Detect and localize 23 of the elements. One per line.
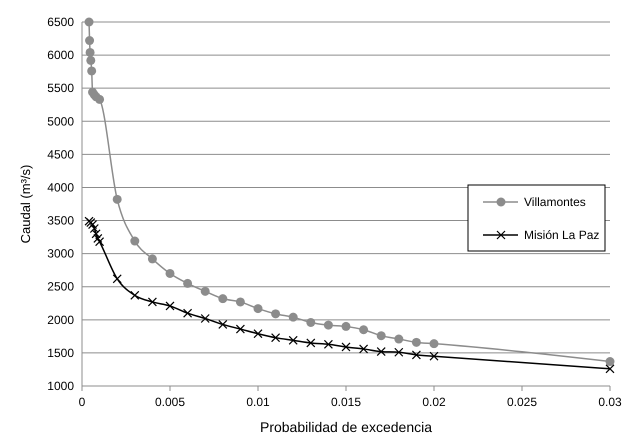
y-tick-label: 1500 xyxy=(47,346,74,360)
y-tick-label: 6500 xyxy=(47,15,74,29)
x-tick-label: 0.03 xyxy=(598,395,622,409)
y-axis-title: Caudal (m³/s) xyxy=(18,164,33,244)
x-tick-label: 0.005 xyxy=(154,395,186,409)
y-tick-label: 4500 xyxy=(47,147,74,162)
y-tick-label: 1000 xyxy=(47,379,74,393)
x-tick-label: 0 xyxy=(78,395,86,409)
x-tick-label: 0.01 xyxy=(246,395,270,409)
y-tick-label: 2500 xyxy=(47,280,74,294)
y-tick-label: 3000 xyxy=(47,246,74,261)
y-tick-label: 6000 xyxy=(47,48,74,62)
x-tick-label: 0.015 xyxy=(330,395,362,409)
legend-label: Villamontes xyxy=(524,195,586,209)
y-tick-label: 2000 xyxy=(47,312,74,327)
legend-label: Misión La Paz xyxy=(524,228,600,242)
y-tick-label: 5000 xyxy=(47,114,74,128)
y-tick-label: 5500 xyxy=(47,81,74,96)
y-tick-label: 3500 xyxy=(47,214,74,228)
x-tick-label: 0.025 xyxy=(506,395,538,409)
y-tick-label: 4000 xyxy=(47,180,74,194)
x-tick-label: 0.02 xyxy=(422,395,446,409)
x-axis-title: Probabilidad de excedencia xyxy=(260,419,432,435)
